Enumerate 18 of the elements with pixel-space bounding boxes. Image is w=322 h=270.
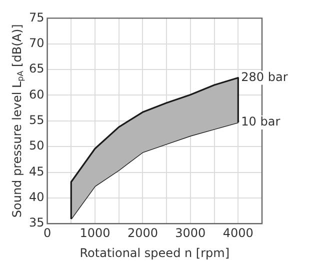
y-tick-label: 65 bbox=[28, 62, 44, 76]
x-tick-label: 4000 bbox=[222, 226, 254, 240]
series-label: 280 bar bbox=[241, 70, 288, 84]
x-axis-title: Rotational speed n [rpm] bbox=[80, 246, 230, 260]
x-tick-label: 1000 bbox=[80, 226, 110, 240]
y-tick-label: 75 bbox=[28, 10, 44, 24]
y-tick-label: 45 bbox=[28, 164, 44, 178]
x-tick-label: 3000 bbox=[175, 226, 206, 240]
y-tick-label: 55 bbox=[28, 113, 44, 128]
y-tick-label: 40 bbox=[28, 190, 44, 204]
y-tick-label: 70 bbox=[28, 36, 44, 50]
y-tick-label: 50 bbox=[28, 138, 44, 153]
y-tick-label: 60 bbox=[28, 87, 44, 102]
y-axis-title: Sound pressure level LpA [dB(A)] bbox=[10, 24, 26, 218]
x-tick-label: 0 bbox=[43, 226, 52, 240]
x-tick-label: 2000 bbox=[127, 226, 158, 240]
y-tick-label: 35 bbox=[28, 216, 44, 230]
series-label: 10 bar bbox=[241, 114, 280, 129]
